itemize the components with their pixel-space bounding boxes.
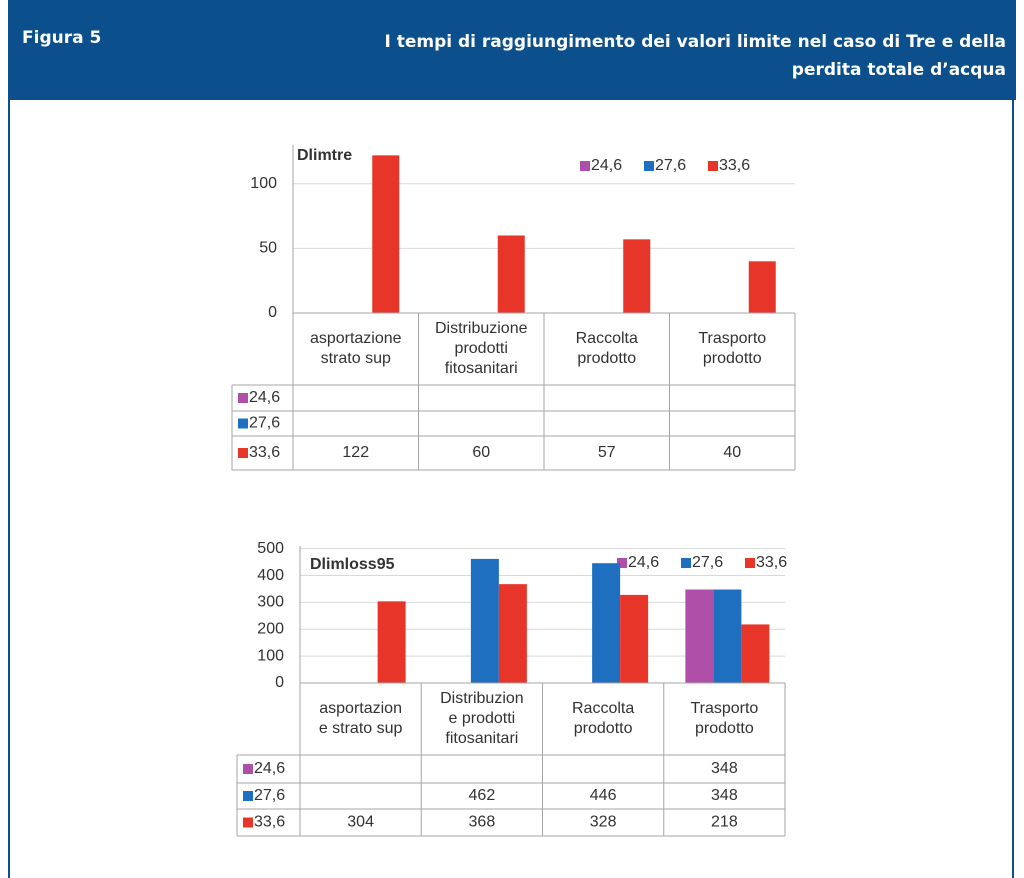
y-tick-label: 400: [257, 567, 284, 584]
table-value: 304: [347, 814, 374, 831]
table-value: 462: [469, 787, 496, 804]
table-value: 40: [723, 444, 741, 461]
table-series-label: 27,6: [249, 415, 280, 432]
bar: [741, 624, 770, 683]
legend-swatch: [617, 558, 627, 568]
x-tick-label: Raccolta prodotto: [575, 330, 638, 367]
y-tick-label: 500: [257, 540, 284, 557]
y-tick-label: 0: [275, 674, 284, 691]
y-tick-label: 300: [257, 594, 284, 611]
table-swatch: [243, 791, 253, 801]
legend-label: 33,6: [756, 554, 787, 571]
x-tick-label: Distribuzione prodotti fitosanitari: [435, 320, 528, 377]
chart-title: Dlimloss95: [310, 556, 395, 573]
header: Figura 5 I tempi di raggiungimento dei v…: [8, 0, 1016, 100]
table-value: 328: [590, 814, 617, 831]
bar: [748, 261, 776, 313]
table-value: 57: [598, 444, 616, 461]
y-tick-label: 100: [257, 647, 284, 664]
legend-swatch: [745, 558, 755, 568]
table-value: 218: [711, 814, 738, 831]
x-tick-label: asportazion e strato sup: [318, 700, 403, 737]
legend-swatch: [644, 161, 654, 171]
x-tick-label: Trasporto prodotto: [698, 330, 767, 367]
bar: [685, 589, 714, 683]
legend-label: 24,6: [628, 554, 659, 571]
x-tick-label: Raccolta prodotto: [572, 700, 635, 737]
bar: [592, 563, 621, 683]
legend-label: 33,6: [719, 157, 750, 174]
bar: [470, 558, 499, 683]
bar: [498, 584, 527, 683]
table-value: 122: [342, 444, 369, 461]
x-tick-label: Trasporto prodotto: [690, 700, 759, 737]
frame: [8, 0, 1014, 878]
y-tick-label: 0: [268, 304, 277, 321]
table-series-label: 27,6: [254, 787, 285, 804]
y-tick-label: 50: [259, 240, 277, 257]
table-value: 368: [469, 814, 496, 831]
x-tick-label: asportazione strato sup: [309, 330, 402, 367]
table-swatch: [243, 764, 253, 774]
legend-swatch: [708, 161, 718, 171]
figure-label: Figura 5: [22, 28, 102, 48]
table-swatch: [238, 393, 248, 403]
table-value: 60: [472, 444, 490, 461]
bar: [377, 601, 406, 683]
chart-title: Dlimtre: [297, 147, 352, 164]
legend-swatch: [580, 161, 590, 171]
bar: [372, 155, 400, 313]
table-swatch: [238, 448, 248, 458]
x-tick-label: Distribuzion e prodotti fitosanitari: [440, 690, 524, 747]
table-series-label: 24,6: [249, 389, 280, 406]
bar: [497, 235, 525, 313]
bar: [620, 594, 649, 683]
legend-label: 27,6: [692, 554, 723, 571]
bar: [623, 239, 651, 313]
table-swatch: [238, 418, 248, 429]
legend-label: 24,6: [591, 157, 622, 174]
table-swatch: [243, 817, 253, 828]
table-series-label: 33,6: [254, 814, 285, 831]
table-value: 348: [711, 760, 738, 777]
table-series-label: 24,6: [254, 760, 285, 777]
table-value: 446: [590, 787, 617, 804]
y-tick-label: 100: [250, 175, 277, 192]
table-value: 348: [711, 787, 738, 804]
legend-swatch: [681, 558, 691, 568]
y-tick-label: 200: [257, 620, 284, 637]
bar: [713, 589, 742, 683]
table-series-label: 33,6: [249, 444, 280, 461]
legend-label: 27,6: [655, 157, 686, 174]
figure-title: I tempi di raggiungimento dei valori lim…: [384, 32, 1006, 80]
